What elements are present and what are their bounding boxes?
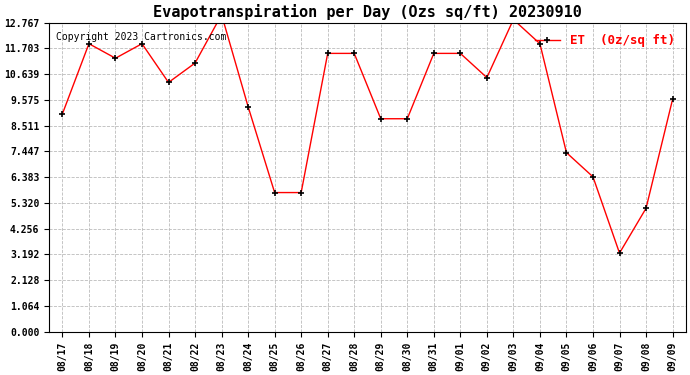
ET  (0z/sq ft) [297, 190, 305, 195]
ET  (0z/sq ft) [377, 117, 385, 121]
ET  (0z/sq ft) [191, 61, 199, 65]
Title: Evapotranspiration per Day (Ozs sq/ft) 20230910: Evapotranspiration per Day (Ozs sq/ft) 2… [153, 4, 582, 20]
ET  (0z/sq ft) [270, 190, 279, 195]
ET  (0z/sq ft) [244, 104, 253, 109]
ET  (0z/sq ft) [483, 75, 491, 80]
ET  (0z/sq ft) [562, 150, 571, 155]
ET  (0z/sq ft) [350, 51, 358, 56]
ET  (0z/sq ft) [669, 97, 677, 102]
ET  (0z/sq ft) [589, 175, 597, 179]
ET  (0z/sq ft) [509, 17, 518, 22]
ET  (0z/sq ft) [58, 112, 66, 116]
ET  (0z/sq ft) [403, 117, 411, 121]
ET  (0z/sq ft) [642, 206, 650, 210]
Legend: ET  (0z/sq ft): ET (0z/sq ft) [530, 29, 680, 52]
ET  (0z/sq ft) [138, 42, 146, 46]
ET  (0z/sq ft) [324, 51, 332, 56]
Line: ET  (0z/sq ft): ET (0z/sq ft) [59, 11, 676, 256]
ET  (0z/sq ft) [430, 51, 438, 56]
ET  (0z/sq ft) [111, 56, 119, 60]
ET  (0z/sq ft) [217, 12, 226, 17]
ET  (0z/sq ft) [85, 42, 93, 46]
ET  (0z/sq ft) [456, 51, 464, 56]
Text: Copyright 2023 Cartronics.com: Copyright 2023 Cartronics.com [55, 32, 226, 42]
ET  (0z/sq ft) [615, 251, 624, 255]
ET  (0z/sq ft) [164, 80, 172, 85]
ET  (0z/sq ft) [535, 42, 544, 46]
